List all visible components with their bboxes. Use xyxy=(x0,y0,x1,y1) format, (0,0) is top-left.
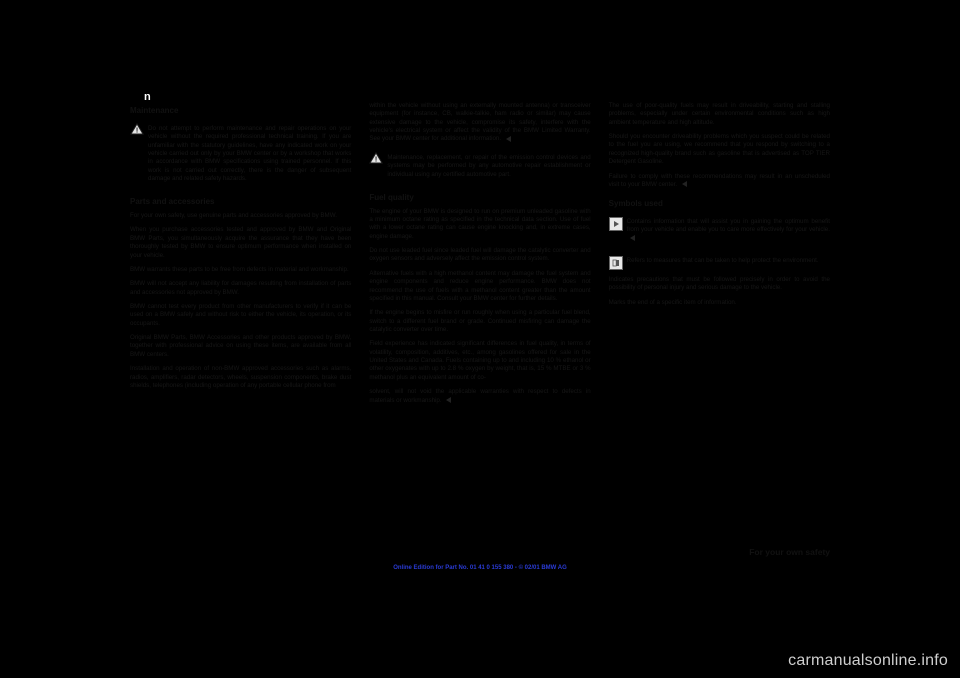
warning-icon: ! xyxy=(130,123,144,135)
heading-symbols: Symbols used xyxy=(609,199,830,210)
symbol-page-text: Refers to measures that can be taken to … xyxy=(627,257,830,265)
col2-p7: Field experience has indicated significa… xyxy=(369,340,590,382)
warning-block-2: ! Maintenance, replacement, or repair of… xyxy=(369,152,590,183)
warning-block-1: ! Do not attempt to perform maintenance … xyxy=(130,123,351,188)
warning-text-1: Do not attempt to perform maintenance an… xyxy=(148,125,351,184)
col2-p6: If the engine begins to misfire or run r… xyxy=(369,309,590,334)
column-1: Maintenance ! Do not attempt to perform … xyxy=(130,100,351,409)
columns: Maintenance ! Do not attempt to perform … xyxy=(130,100,830,409)
col1-p2f: Original BMW Parts, BMW Accessories and … xyxy=(130,334,351,359)
col2-p8: solvent, will not void the applicable wa… xyxy=(369,388,590,405)
footer-title: For your own safety xyxy=(749,547,830,558)
symbol-row-arrow: Contains information that will assist yo… xyxy=(609,216,830,247)
svg-text:!: ! xyxy=(136,127,138,134)
heading-maintenance: Maintenance xyxy=(130,106,351,117)
col3-p3-text: Failure to comply with these recommendat… xyxy=(609,173,830,188)
col2-p4: Do not use leaded fuel since leaded fuel… xyxy=(369,247,590,264)
col1-p2d: BMW will not accept any liability for da… xyxy=(130,280,351,297)
col3-p2: Should you encounter driveability proble… xyxy=(609,133,830,166)
arrow-right-icon xyxy=(609,217,623,231)
warning-icon: ! xyxy=(369,152,383,164)
symbol-arrow-text: Contains information that will assist yo… xyxy=(627,218,830,243)
page-ref-icon xyxy=(609,256,623,270)
col2-p5: Alternative fuels with a high methanol c… xyxy=(369,270,590,303)
page-number: n xyxy=(144,90,151,105)
symbol-precedes-text: Indicates precautions that must be follo… xyxy=(609,276,830,293)
svg-text:!: ! xyxy=(375,156,377,163)
col3-p1: The use of poor-quality fuels may result… xyxy=(609,102,830,127)
col3-p3: Failure to comply with these recommendat… xyxy=(609,173,830,190)
symbol-arrow-text-span: Contains information that will assist yo… xyxy=(627,218,830,233)
manual-page: n Maintenance ! Do not attempt to perfor… xyxy=(130,100,830,580)
symbol-end-text: Marks the end of a specific item of info… xyxy=(609,299,830,307)
col2-p8-text: solvent, will not void the applicable wa… xyxy=(369,388,590,403)
end-marker-icon xyxy=(682,181,687,187)
col1-p2g: Installation and operation of non-BMW ap… xyxy=(130,365,351,390)
end-marker-icon xyxy=(506,136,511,142)
symbol-row-page: Refers to measures that can be taken to … xyxy=(609,255,830,270)
col1-p2b: When you purchase accessories tested and… xyxy=(130,226,351,259)
col1-p2e: BMW cannot test every product from other… xyxy=(130,303,351,328)
end-marker-icon xyxy=(446,397,451,403)
col1-p2c: BMW warrants these parts to be free from… xyxy=(130,266,351,274)
watermark: carmanualsonline.info xyxy=(788,652,948,670)
footer-copyright: Online Edition for Part No. 01 41 0 155 … xyxy=(393,564,567,572)
end-marker-icon xyxy=(630,235,635,241)
heading-parts: Parts and accessories xyxy=(130,197,351,208)
col1-p2a: For your own safety, use genuine parts a… xyxy=(130,212,351,220)
col2-p1-text: within the vehicle without using an exte… xyxy=(369,102,590,142)
column-2: within the vehicle without using an exte… xyxy=(369,100,590,409)
column-3: The use of poor-quality fuels may result… xyxy=(609,100,830,409)
warning-text-2: Maintenance, replacement, or repair of t… xyxy=(387,154,590,179)
col2-p3: The engine of your BMW is designed to ru… xyxy=(369,208,590,241)
heading-fuel: Fuel quality xyxy=(369,193,590,204)
col2-p1: within the vehicle without using an exte… xyxy=(369,102,590,144)
